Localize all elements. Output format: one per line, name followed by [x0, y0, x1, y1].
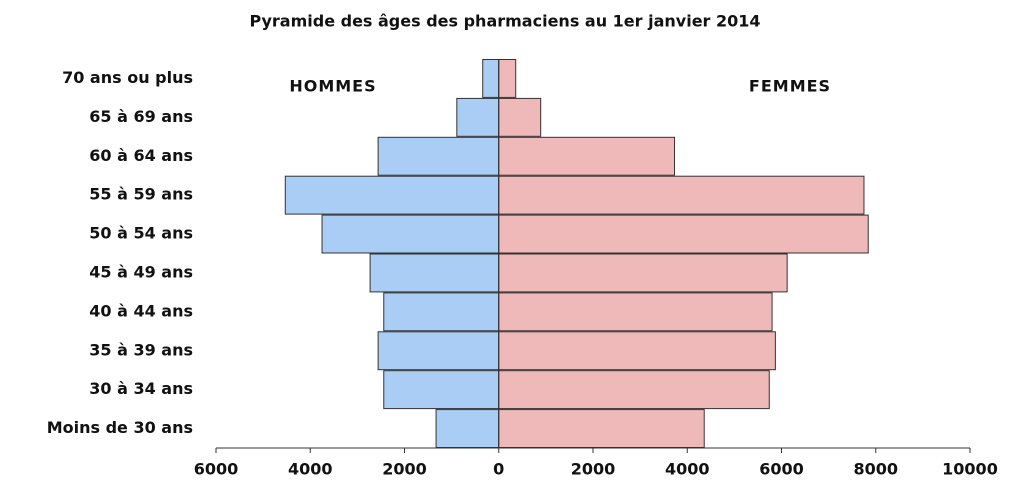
x-tick-label: 0	[493, 460, 504, 479]
bar	[377, 331, 500, 371]
bar	[383, 370, 500, 410]
bar	[498, 136, 676, 176]
bar	[498, 370, 770, 410]
bar	[383, 292, 500, 332]
x-tick-label: 6000	[759, 460, 804, 479]
category-label: 40 à 44 ans	[89, 301, 193, 320]
category-label: 45 à 49 ans	[89, 262, 193, 281]
x-tick-label: 2000	[571, 460, 616, 479]
chart-title: Pyramide des âges des pharmaciens au 1er…	[249, 12, 760, 31]
category-label: 65 à 69 ans	[89, 107, 193, 126]
bar	[498, 292, 773, 332]
bar	[369, 253, 500, 293]
bar	[456, 97, 500, 137]
bar	[498, 214, 869, 254]
x-tick-label: 4000	[665, 460, 710, 479]
bar	[498, 331, 776, 371]
bar	[377, 136, 500, 176]
x-tick-label: 8000	[853, 460, 898, 479]
bar	[482, 59, 500, 98]
category-label: 55 à 59 ans	[89, 185, 193, 204]
category-label: Moins de 30 ans	[47, 418, 193, 437]
bar	[435, 409, 500, 449]
legend-label: HOMMES	[289, 77, 376, 96]
bar	[498, 97, 542, 137]
x-tick-label: 10000	[942, 460, 998, 479]
x-tick-label: 2000	[382, 460, 427, 479]
x-tick-label: 4000	[288, 460, 333, 479]
bar	[498, 253, 788, 293]
category-label: 30 à 34 ans	[89, 379, 193, 398]
x-tick-label: 6000	[194, 460, 239, 479]
legend-label: FEMMES	[749, 77, 831, 96]
bar	[284, 175, 500, 215]
category-label: 50 à 54 ans	[89, 224, 193, 243]
bar	[321, 214, 500, 254]
bar	[498, 59, 517, 98]
bar	[498, 175, 865, 215]
category-label: 60 à 64 ans	[89, 146, 193, 165]
bar	[498, 409, 705, 449]
category-label: 70 ans ou plus	[62, 68, 193, 87]
category-label: 35 à 39 ans	[89, 340, 193, 359]
